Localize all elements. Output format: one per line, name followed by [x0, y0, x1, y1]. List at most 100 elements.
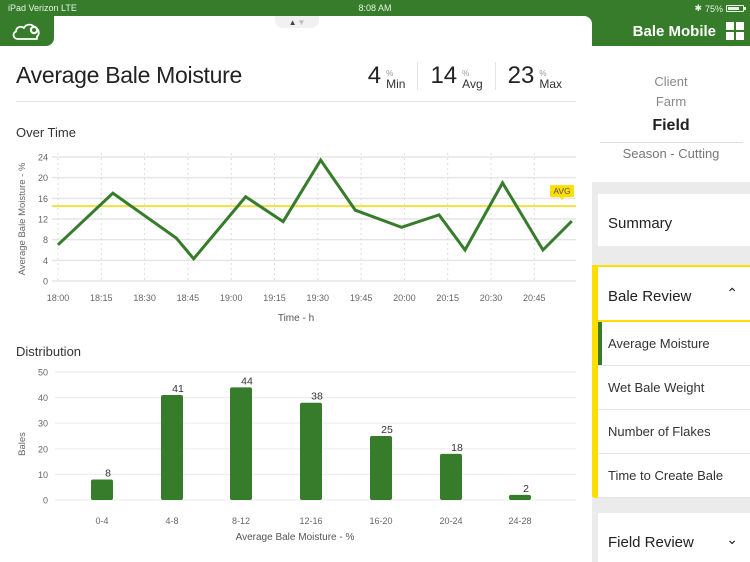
y-axis-label: Average Bale Moisture - %	[17, 162, 28, 275]
x-axis-label: Average Bale Moisture - %	[236, 532, 355, 543]
sidebar-item-wet-bale-weight[interactable]: Wet Bale Weight	[598, 366, 750, 410]
divider	[16, 101, 576, 102]
status-bar: iPad Verizon LTE 8:08 AM ✱ 75%	[0, 0, 750, 16]
season-label: Season - Cutting	[622, 146, 720, 161]
bar-value-label: 18	[451, 442, 463, 454]
stat-max: 23 % Max	[494, 62, 574, 91]
y-tick: 30	[38, 419, 48, 429]
battery-icon	[726, 5, 746, 12]
sidebar-item-summary[interactable]: Summary	[598, 194, 750, 246]
x-tick: 20:30	[480, 293, 503, 303]
main-panel	[0, 16, 592, 562]
sidebar-item-average-moisture[interactable]: Average Moisture	[598, 322, 750, 366]
clock: 8:08 AM	[358, 3, 392, 13]
y-tick: 20	[38, 444, 48, 454]
stat-unit: %	[539, 69, 547, 78]
stat-value: 14	[430, 62, 458, 89]
distribution-chart: 0 10 20 30 40 50 8 0-4 41 4-8 44 8-12 38 12-16 25 16-20…	[17, 368, 576, 543]
item-label: Wet Bale Weight	[608, 380, 705, 395]
x-tick: 18:45	[177, 293, 200, 303]
x-axis-label: Time - h	[278, 313, 314, 324]
stat-label: Min	[386, 77, 406, 91]
x-tick: 20:15	[436, 293, 459, 303]
x-tick: 16-20	[369, 516, 392, 526]
field-review-label: Field Review	[608, 534, 694, 551]
grid-icon[interactable]	[726, 22, 744, 40]
field-review-header[interactable]: Field Review ⌄	[598, 513, 750, 562]
active-section-indicator	[592, 265, 598, 498]
stat-value: 4	[367, 62, 382, 89]
status-right: ✱ 75%	[694, 3, 746, 14]
sidebar-item-time-to-create-bale[interactable]: Time to Create Bale	[598, 454, 750, 498]
pull-handle[interactable]: ▲ ▼	[275, 16, 319, 28]
bar-value-label: 25	[381, 424, 393, 436]
avg-badge: AVG	[550, 185, 574, 201]
y-axis-label: Bales	[17, 432, 28, 456]
x-tick: 18:30	[133, 293, 156, 303]
bar	[509, 494, 531, 500]
bluetooth-icon: ✱	[694, 3, 702, 13]
bale-review-header[interactable]: Bale Review ⌃	[598, 265, 750, 322]
stat-min: 4 % Min	[356, 62, 418, 90]
carrier-label: iPad Verizon LTE	[8, 3, 77, 13]
x-tick: 24-28	[508, 516, 531, 526]
bar	[300, 402, 322, 500]
bale-review-section: Bale Review ⌃ Average Moisture Wet Bale …	[592, 265, 750, 498]
stat-label: Max	[539, 77, 562, 91]
item-label: Time to Create Bale	[608, 468, 724, 483]
summary-label: Summary	[608, 215, 673, 232]
over-time-chart: 0 4 8 12 16 20 24 18:00 18:15 18:30 18:45 19:00 19:1…	[17, 153, 576, 324]
chevron-up-icon: ⌃	[726, 285, 738, 301]
x-tick: 20:00	[393, 293, 416, 303]
farm-label: Farm	[655, 94, 687, 109]
cloud-sync-icon	[12, 23, 40, 40]
sidebar-item-number-of-flakes[interactable]: Number of Flakes	[598, 410, 750, 454]
x-tick: 4-8	[165, 516, 178, 526]
x-tick: 18:00	[47, 293, 70, 303]
context-panel[interactable]: Client Farm Field Season - Cutting	[592, 46, 750, 182]
bar-value-label: 8	[105, 468, 111, 480]
y-tick: 12	[38, 215, 48, 225]
bale-review-label: Bale Review	[608, 288, 692, 305]
bar-value-label: 2	[523, 483, 529, 495]
x-tick: 19:30	[307, 293, 330, 303]
distribution-title: Distribution	[16, 344, 82, 359]
y-tick: 24	[38, 153, 48, 163]
arrow-up-icon: ▲	[288, 17, 297, 27]
divider	[600, 142, 743, 143]
field-label: Field	[652, 117, 690, 134]
arrow-down-icon: ▼	[297, 17, 306, 27]
x-tick: 20-24	[439, 516, 462, 526]
y-tick: 8	[43, 235, 48, 245]
x-tick: 19:45	[350, 293, 373, 303]
over-time-title: Over Time	[16, 125, 76, 140]
app-title: Bale Mobile	[632, 22, 716, 40]
svg-text:AVG: AVG	[553, 186, 570, 196]
bar	[370, 436, 392, 500]
sidebar: Client Farm Field Season - Cutting Summa…	[592, 46, 750, 562]
bar	[230, 387, 252, 500]
y-tick: 40	[38, 393, 48, 403]
stat-value: 23	[507, 62, 535, 89]
y-tick: 10	[38, 470, 48, 480]
bar	[440, 453, 462, 500]
page-title: Average Bale Moisture	[16, 62, 242, 88]
x-tick: 20:45	[523, 293, 546, 303]
bar-value-label: 44	[241, 375, 253, 387]
moisture-line	[56, 157, 573, 262]
x-tick: 0-4	[95, 516, 108, 526]
stats-summary: 4 % Min 14 % Avg 23 % Max	[356, 62, 574, 90]
y-tick: 0	[43, 496, 48, 506]
x-tick: 12-16	[299, 516, 322, 526]
bar	[161, 395, 183, 500]
chevron-down-icon: ⌄	[726, 531, 738, 547]
x-tick: 18:15	[90, 293, 113, 303]
x-tick: 8-12	[232, 516, 250, 526]
y-tick: 20	[38, 173, 48, 183]
stat-unit: %	[386, 69, 394, 78]
y-tick: 50	[38, 368, 48, 378]
client-label: Client	[654, 74, 688, 89]
logo-button[interactable]	[0, 16, 54, 46]
stat-unit: %	[462, 69, 470, 78]
bar-value-label: 41	[172, 383, 184, 395]
